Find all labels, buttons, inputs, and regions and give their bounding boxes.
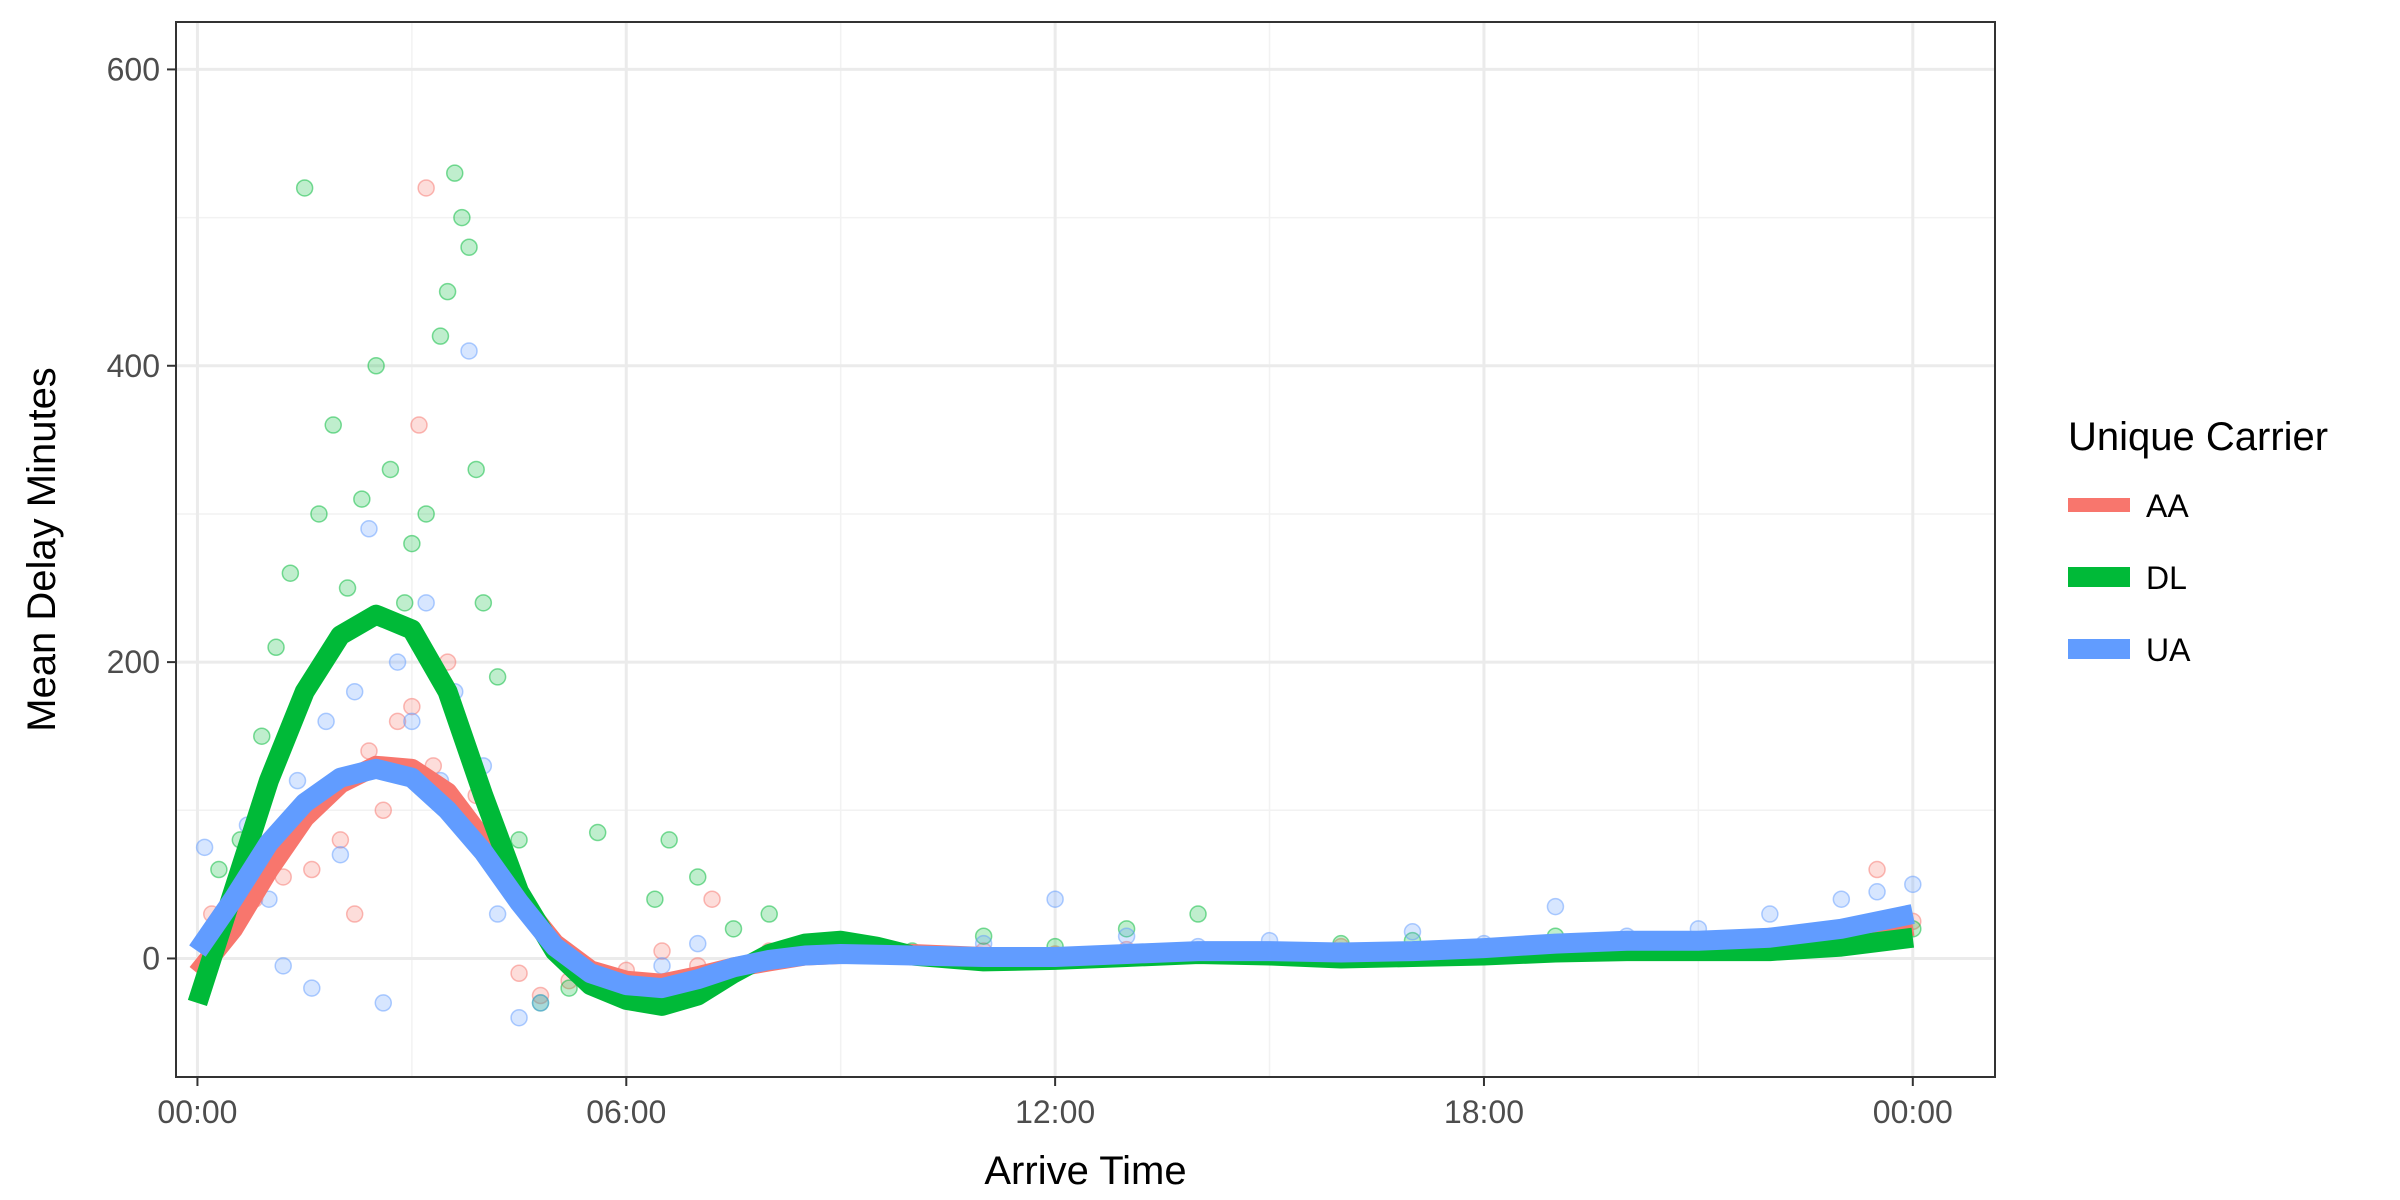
data-point-dl [324,416,342,434]
data-point-ua [195,838,214,857]
data-point-dl [474,594,493,612]
x-tick-label: 00:00 [1873,1094,1953,1130]
data-point-ua [345,682,364,701]
data-point-aa [1868,860,1886,879]
smooth-line-ua [189,758,1915,999]
data-point-dl [760,905,778,923]
data-point-dl [646,890,664,908]
data-point-dl [253,727,271,745]
data-point-aa [345,905,364,923]
data-point-aa [388,712,407,731]
data-point-aa [703,890,721,908]
data-point-ua [653,957,671,975]
data-point-aa [410,416,428,434]
data-point-ua [1832,890,1851,908]
scatter-points [195,164,1922,1027]
data-point-dl [381,460,400,479]
data-point-ua [510,1008,528,1027]
data-point-ua [417,594,435,612]
legend: Unique Carrier AA DL UA [2068,415,2328,668]
data-point-dl [267,638,285,657]
data-point-dl [353,490,371,508]
smooth-lines [187,604,1915,1016]
data-point-dl [660,831,678,849]
data-point-aa [417,179,435,197]
major-gridlines [176,22,1995,1077]
data-point-dl [453,208,471,227]
data-point-ua [1761,905,1779,923]
data-point-ua [1117,927,1136,945]
x-axis-title: Arrive Time [984,1149,1186,1193]
data-point-dl [295,179,314,197]
data-point-dl [689,868,707,886]
x-tick-label: 06:00 [586,1094,666,1130]
data-point-dl [310,505,328,523]
data-point-ua [531,994,550,1012]
data-point-ua [331,845,350,864]
plot-panel-border [175,21,1996,1078]
data-point-aa [653,942,671,960]
data-point-ua [303,979,321,997]
legend-label-dl: DL [2146,560,2187,596]
y-tick-label: 600 [107,51,160,87]
data-point-ua [1868,883,1886,901]
data-point-dl [460,238,478,256]
data-point-ua [403,712,421,731]
data-point-ua [1403,923,1422,941]
data-point-aa [331,831,350,849]
data-point-dl [467,460,485,479]
legend-title: Unique Carrier [2068,415,2328,459]
y-axis-ticks: 0 200 400 600 [107,51,176,976]
data-point-dl [417,505,435,523]
minor-gridlines [176,22,1995,1077]
legend-label-aa: AA [2146,488,2189,524]
data-point-aa [403,697,421,716]
x-tick-label: 18:00 [1444,1094,1524,1130]
data-point-dl [395,594,414,612]
y-tick-label: 0 [142,940,160,976]
data-point-dl [488,668,507,686]
data-point-aa [374,801,393,820]
data-point-ua [1904,875,1922,894]
y-axis-title: Mean Delay Minutes [20,367,64,732]
data-point-dl [403,534,421,553]
data-point-dl [1189,905,1207,923]
data-point-dl [210,860,228,879]
data-point-dl [445,164,464,182]
data-point-dl [338,579,357,597]
data-point-dl [724,920,743,938]
data-point-ua [488,905,507,923]
data-point-dl [560,979,578,997]
data-point-ua [1046,890,1064,908]
data-point-dl [438,282,457,301]
x-axis-ticks: 00:00 06:00 12:00 18:00 00:00 [157,1077,1953,1130]
data-point-ua [1546,897,1565,916]
data-point-dl [281,564,300,582]
x-tick-label: 12:00 [1015,1094,1095,1130]
data-point-ua [374,994,393,1012]
data-point-dl [431,327,450,345]
data-point-dl [510,831,528,849]
data-point-aa [303,860,321,879]
data-point-ua [360,520,378,538]
data-point-aa [510,964,528,983]
data-point-ua [388,653,407,671]
data-point-dl [367,357,385,375]
y-tick-label: 400 [107,348,160,384]
data-point-ua [274,957,292,975]
y-tick-label: 200 [107,644,160,680]
data-point-ua [460,342,478,360]
data-point-ua [288,771,307,790]
legend-label-ua: UA [2146,632,2191,668]
data-point-ua [317,712,335,731]
data-point-dl [588,823,607,842]
data-point-ua [689,934,707,953]
x-tick-label: 00:00 [157,1094,237,1130]
